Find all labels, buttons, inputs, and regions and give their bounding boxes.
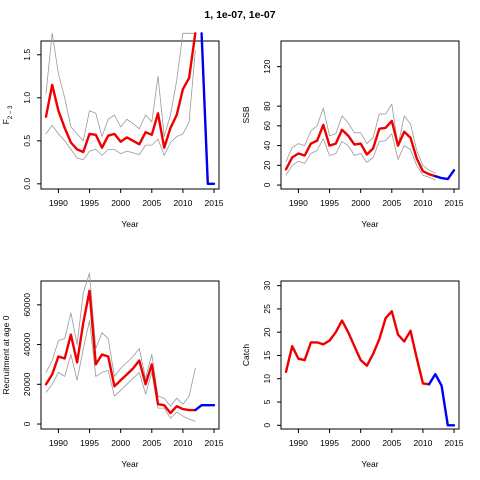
f-y-tick-label: 0.0: [22, 178, 32, 190]
catch-y-tick-label: 15: [262, 350, 272, 360]
catch-x-axis-title: Year: [361, 459, 378, 469]
f-y-tick-label: 1.0: [22, 92, 32, 104]
catch-series-projection: [427, 372, 456, 427]
f-series-lower: [45, 50, 196, 161]
ssb-x-tick-label: 2015: [445, 198, 464, 208]
f-x-tick-label: 2010: [173, 198, 192, 208]
recruitment-y-tick-label: 20000: [22, 372, 32, 396]
ssb-y-tick-label: 120: [262, 59, 272, 73]
ssb-series-estimate: [284, 119, 437, 178]
panel-recruitment: 1990 1995 2000 2005 2010 2015 0 20000 40000 60000…: [1, 272, 224, 469]
ssb-x-tick-label: 2010: [413, 198, 432, 208]
ssb-series-lower: [285, 133, 436, 181]
recruitment-x-tick-label: 1995: [80, 438, 99, 448]
f-series-estimate: [44, 32, 197, 154]
panel-catch: 1990 1995 2000 2005 2010 2015 0 5 10 15 20 25 30 Year…: [241, 280, 464, 469]
f-x-tick-label: 2000: [111, 198, 130, 208]
catch-x-tick-label: 1990: [289, 438, 308, 448]
recruitment-series-upper: [45, 272, 196, 407]
recruitment-y-tick-label: 60000: [22, 293, 32, 317]
catch-x-tick-label: 2010: [413, 438, 432, 448]
ssb-x-tick-label: 1990: [289, 198, 308, 208]
f-y-axis-title: F2 − 3: [1, 105, 14, 124]
recruitment-x-axis-title: Year: [121, 459, 138, 469]
f-y-axis-title-subscript: 2 − 3: [8, 105, 14, 119]
recruitment-y-tick-label: 0: [22, 421, 32, 426]
recruitment-y-tick-label: 40000: [22, 332, 32, 356]
f-plot-frame: [40, 40, 220, 190]
catch-y-axis-title: Catch: [241, 344, 251, 366]
catch-x-tick-label: 2000: [351, 438, 370, 448]
ssb-plot-frame: [280, 40, 460, 190]
recruitment-series-estimate: [44, 289, 197, 415]
f-series-upper: [45, 32, 196, 142]
catch-y-tick-label: 10: [262, 374, 272, 384]
ssb-x-tick-label: 2000: [351, 198, 370, 208]
ssb-x-axis-title: Year: [361, 219, 378, 229]
recruitment-series-lower: [45, 320, 196, 422]
recruitment-x-tick-label: 2000: [111, 438, 130, 448]
recruitment-x-tick-label: 2010: [173, 438, 192, 448]
catch-y-tick-label: 30: [262, 281, 272, 291]
recruitment-plot-frame: [40, 280, 220, 430]
f-x-axis-title: Year: [121, 219, 138, 229]
catch-x-tick-label: 2015: [445, 438, 464, 448]
catch-y-tick-label: 5: [262, 399, 272, 404]
f-x-tick-label: 2005: [142, 198, 161, 208]
ssb-series-upper: [285, 103, 436, 174]
f-series-projection: [200, 32, 216, 186]
panel-f: 1990 1995 2000 2005 2010 2015 0.0 0.5 1.0 1.5 Year…: [1, 32, 224, 229]
f-x-tick-label: 1990: [49, 198, 68, 208]
ssb-x-tick-label: 1995: [320, 198, 339, 208]
catch-series-estimate: [284, 310, 431, 386]
f-x-tick-label: 1995: [80, 198, 99, 208]
recruitment-x-tick-label: 1990: [49, 438, 68, 448]
ssb-series-projection: [434, 169, 456, 181]
ssb-y-tick-label: 80: [262, 101, 272, 111]
f-y-tick-label: 1.5: [22, 49, 32, 61]
recruitment-series-projection: [194, 404, 216, 412]
f-x-tick-label: 2015: [205, 198, 224, 208]
catch-y-tick-label: 20: [262, 327, 272, 337]
panel-ssb: 1990 1995 2000 2005 2010 2015 0 20 40 60 80 120 Year…: [241, 40, 464, 229]
recruitment-x-tick-label: 2015: [205, 438, 224, 448]
ssb-x-tick-label: 2005: [382, 198, 401, 208]
ssb-y-tick-label: 40: [262, 141, 272, 151]
ssb-y-tick-label: 60: [262, 121, 272, 131]
catch-y-tick-label: 0: [262, 423, 272, 428]
ssb-y-tick-label: 0: [262, 182, 272, 187]
figure-title: 1, 1e-07, 1e-07: [204, 9, 276, 21]
catch-x-tick-label: 2005: [382, 438, 401, 448]
ssb-y-tick-label: 20: [262, 160, 272, 170]
catch-x-tick-label: 1995: [320, 438, 339, 448]
catch-y-tick-label: 25: [262, 304, 272, 314]
recruitment-y-axis-title: Recruitment at age 0: [1, 315, 11, 394]
recruitment-x-tick-label: 2005: [142, 438, 161, 448]
f-y-tick-label: 0.5: [22, 135, 32, 147]
ssb-y-axis-title: SSB: [241, 106, 251, 123]
